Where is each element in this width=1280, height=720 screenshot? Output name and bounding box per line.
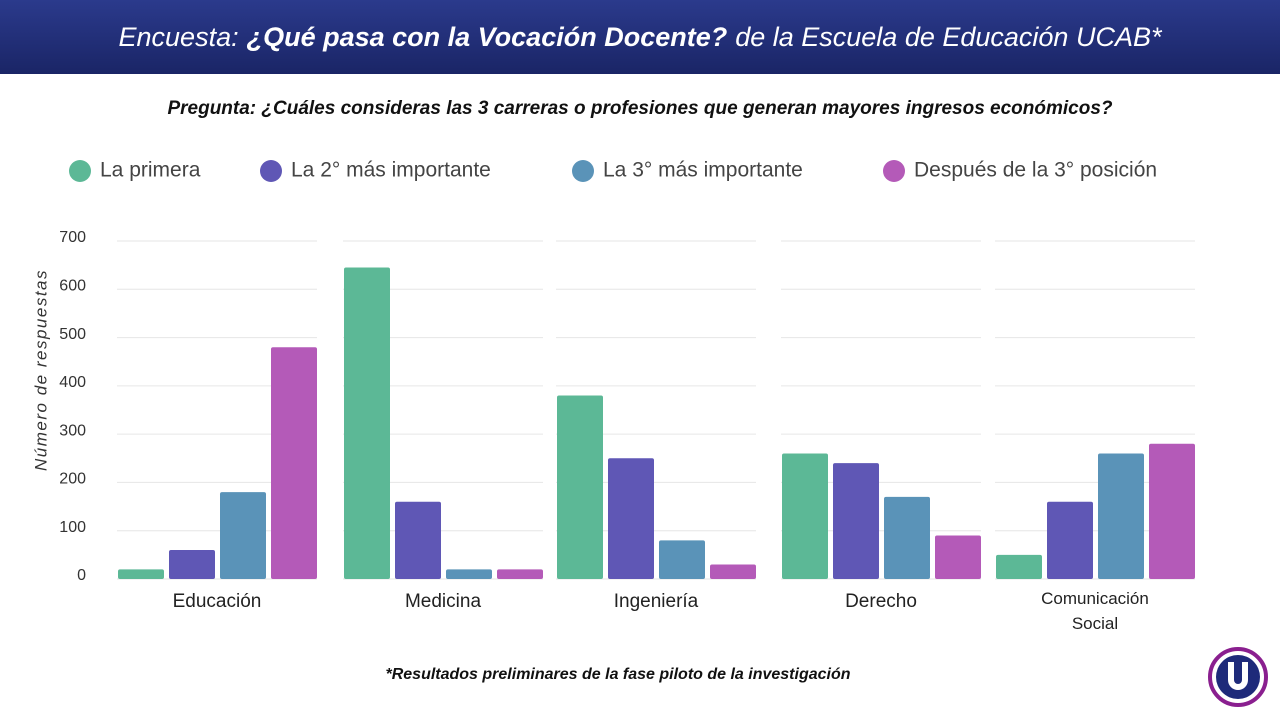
title-emphasis: ¿Qué pasa con la Vocación Docente? — [246, 21, 728, 52]
y-tick-label: 300 — [59, 422, 86, 439]
y-tick-label: 0 — [77, 567, 86, 584]
bar — [118, 569, 164, 579]
bar — [1047, 501, 1093, 579]
bar — [1149, 443, 1195, 579]
bar — [608, 458, 654, 579]
y-tick-label: 600 — [59, 278, 86, 295]
title-prefix: Encuesta: — [118, 21, 239, 52]
bar — [782, 453, 828, 579]
bar — [996, 554, 1042, 579]
bar — [344, 267, 390, 579]
legend-label: La 3° más importante — [603, 159, 803, 182]
legend-label: Después de la 3° posición — [914, 159, 1157, 182]
x-tick-label: Ingeniería — [613, 591, 699, 612]
bar — [833, 463, 879, 579]
header: Encuesta: ¿Qué pasa con la Vocación Doce… — [0, 0, 1280, 74]
legend-label: La 2° más importante — [291, 159, 491, 182]
chart-title: Pregunta: ¿Cuáles consideras las 3 carre… — [167, 98, 1113, 119]
bar — [220, 492, 266, 579]
bar — [935, 535, 981, 579]
x-tick-label: Educación — [172, 591, 262, 612]
footnote: *Resultados preliminares de la fase pilo… — [385, 666, 851, 683]
y-tick-label: 200 — [59, 471, 86, 488]
bar — [659, 540, 705, 579]
bar — [497, 569, 543, 579]
y-tick-label: 100 — [59, 519, 86, 536]
bar — [884, 496, 930, 579]
legend-swatch — [260, 160, 282, 182]
y-tick-label: 400 — [59, 374, 86, 391]
legend-label: La primera — [100, 159, 201, 182]
title-suffix: de la Escuela de Educación UCAB* — [735, 21, 1162, 52]
y-axis-label: Número de respuestas — [31, 269, 50, 471]
legend-swatch — [883, 160, 905, 182]
y-tick-label: 500 — [59, 326, 86, 343]
logo — [1208, 647, 1268, 707]
x-tick-label: Derecho — [845, 591, 917, 612]
bar — [1098, 453, 1144, 579]
legend-swatch — [572, 160, 594, 182]
bar — [271, 347, 317, 579]
bar — [710, 564, 756, 579]
bar — [395, 501, 441, 579]
x-tick-label: Medicina — [404, 591, 482, 612]
bar — [446, 569, 492, 579]
y-tick-label: 700 — [59, 229, 86, 246]
legend-swatch — [69, 160, 91, 182]
x-tick-label: Comunicación Social — [1041, 589, 1149, 633]
bar — [557, 395, 603, 579]
bar — [169, 550, 215, 579]
